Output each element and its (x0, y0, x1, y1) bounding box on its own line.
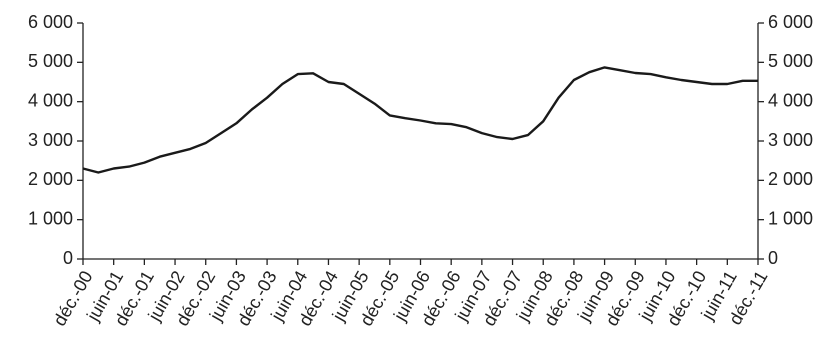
y-tick-label: 6 000 (28, 12, 73, 32)
y-tick-label: 0 (63, 248, 73, 268)
y-tick-label: 1 000 (28, 208, 73, 228)
y-tick-label: 4 000 (28, 90, 73, 110)
y2-tick-label: 4 000 (768, 90, 813, 110)
x-tick-label: déc.-00 (49, 267, 96, 329)
y-tick-label: 3 000 (28, 130, 73, 150)
y2-tick-label: 3 000 (768, 130, 813, 150)
y2-tick-label: 6 000 (768, 12, 813, 32)
y-tick-label: 5 000 (28, 51, 73, 71)
y2-tick-label: 2 000 (768, 169, 813, 189)
y2-tick-label: 1 000 (768, 208, 813, 228)
y-tick-label: 2 000 (28, 169, 73, 189)
y2-tick-label: 5 000 (768, 51, 813, 71)
y2-tick-label: 0 (768, 248, 778, 268)
line-series (82, 66, 758, 174)
